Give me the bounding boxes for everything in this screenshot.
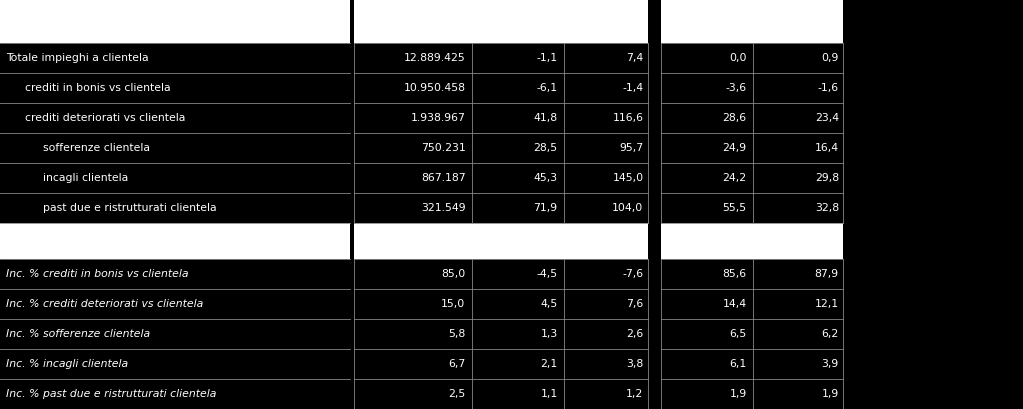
Text: 85,6: 85,6 [722, 269, 747, 279]
Text: 2,1: 2,1 [540, 359, 558, 369]
Bar [661, 0, 843, 43]
Text: 2,5: 2,5 [448, 389, 465, 399]
Text: 1,9: 1,9 [729, 389, 747, 399]
Text: 7,4: 7,4 [626, 53, 643, 63]
Text: 1,1: 1,1 [540, 389, 558, 399]
Text: Inc. % past due e ristrutturati clientela: Inc. % past due e ristrutturati clientel… [6, 389, 217, 399]
Text: Inc. % incagli clientela: Inc. % incagli clientela [6, 359, 128, 369]
Text: 321.549: 321.549 [420, 203, 465, 213]
Text: past due e ristrutturati clientela: past due e ristrutturati clientela [43, 203, 217, 213]
Text: 28,5: 28,5 [533, 143, 558, 153]
Text: 4,5: 4,5 [540, 299, 558, 309]
Text: Inc. % sofferenze clientela: Inc. % sofferenze clientela [6, 329, 150, 339]
Text: -4,5: -4,5 [536, 269, 558, 279]
Text: crediti deteriorati vs clientela: crediti deteriorati vs clientela [25, 113, 185, 123]
Text: 6,5: 6,5 [729, 329, 747, 339]
Bar [354, 223, 648, 259]
Text: 3,9: 3,9 [821, 359, 839, 369]
Text: 750.231: 750.231 [420, 143, 465, 153]
Text: sofferenze clientela: sofferenze clientela [43, 143, 150, 153]
Text: 12.889.425: 12.889.425 [404, 53, 465, 63]
Text: -7,6: -7,6 [622, 269, 643, 279]
Text: 1,9: 1,9 [821, 389, 839, 399]
Text: 1,2: 1,2 [626, 389, 643, 399]
Text: 28,6: 28,6 [722, 113, 747, 123]
Text: 32,8: 32,8 [814, 203, 839, 213]
Text: 45,3: 45,3 [533, 173, 558, 183]
Text: -1,1: -1,1 [536, 53, 558, 63]
Text: crediti in bonis vs clientela: crediti in bonis vs clientela [25, 83, 170, 93]
Text: 1.938.967: 1.938.967 [410, 113, 465, 123]
Text: 29,8: 29,8 [814, 173, 839, 183]
Bar [661, 223, 843, 259]
Text: 55,5: 55,5 [722, 203, 747, 213]
Text: 116,6: 116,6 [613, 113, 643, 123]
Text: 87,9: 87,9 [814, 269, 839, 279]
Text: 5,8: 5,8 [448, 329, 465, 339]
Bar [0, 0, 350, 43]
Text: Inc. % crediti in bonis vs clientela: Inc. % crediti in bonis vs clientela [6, 269, 188, 279]
Text: -1,6: -1,6 [817, 83, 839, 93]
Text: 14,4: 14,4 [722, 299, 747, 309]
Text: 71,9: 71,9 [533, 203, 558, 213]
Bar [354, 0, 648, 43]
Bar [0, 223, 350, 259]
Text: incagli clientela: incagli clientela [43, 173, 128, 183]
Text: -3,6: -3,6 [725, 83, 747, 93]
Text: 0,9: 0,9 [821, 53, 839, 63]
Text: -6,1: -6,1 [536, 83, 558, 93]
Text: Inc. % crediti deteriorati vs clientela: Inc. % crediti deteriorati vs clientela [6, 299, 204, 309]
Text: 2,6: 2,6 [626, 329, 643, 339]
Text: 867.187: 867.187 [420, 173, 465, 183]
Text: 24,2: 24,2 [722, 173, 747, 183]
Text: 23,4: 23,4 [814, 113, 839, 123]
Text: 6,7: 6,7 [448, 359, 465, 369]
Text: 24,9: 24,9 [722, 143, 747, 153]
Text: 10.950.458: 10.950.458 [403, 83, 465, 93]
Text: 145,0: 145,0 [613, 173, 643, 183]
Text: 41,8: 41,8 [533, 113, 558, 123]
Text: 7,6: 7,6 [626, 299, 643, 309]
Text: 1,3: 1,3 [540, 329, 558, 339]
Text: 6,1: 6,1 [729, 359, 747, 369]
Text: 0,0: 0,0 [729, 53, 747, 63]
Text: 16,4: 16,4 [814, 143, 839, 153]
Text: -1,4: -1,4 [622, 83, 643, 93]
Text: 6,2: 6,2 [821, 329, 839, 339]
Text: 104,0: 104,0 [612, 203, 643, 213]
Text: Totale impieghi a clientela: Totale impieghi a clientela [6, 53, 148, 63]
Text: 85,0: 85,0 [441, 269, 465, 279]
Text: 12,1: 12,1 [814, 299, 839, 309]
Text: 15,0: 15,0 [441, 299, 465, 309]
Text: 95,7: 95,7 [619, 143, 643, 153]
Text: 3,8: 3,8 [626, 359, 643, 369]
